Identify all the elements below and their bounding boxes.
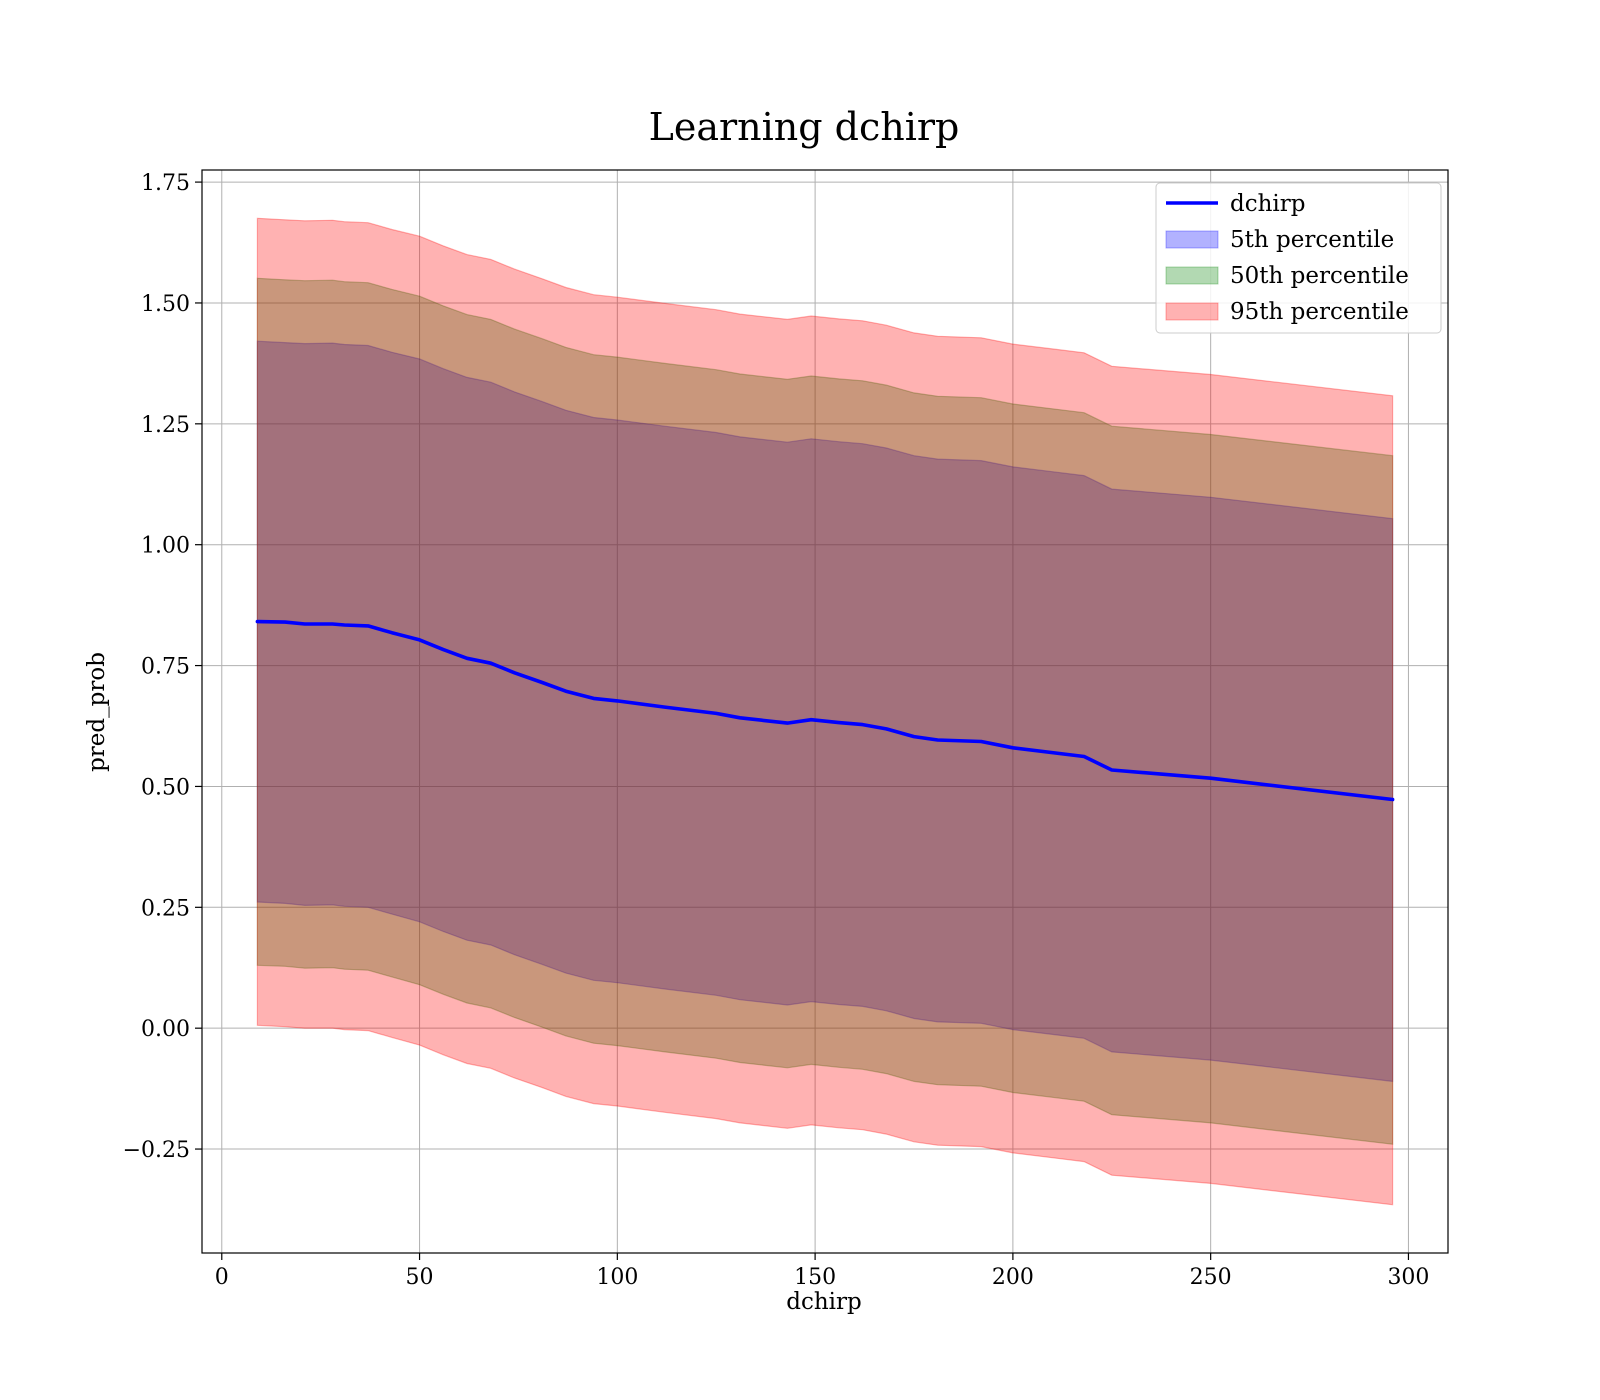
- legend-label: 50th percentile: [1230, 263, 1409, 289]
- band-95th-percentile: [256, 217, 1394, 1206]
- y-tick-label: 0.00: [141, 1017, 190, 1042]
- legend-label: dchirp: [1230, 191, 1306, 217]
- legend-patch-swatch: [1165, 302, 1219, 321]
- x-tick-label: 100: [596, 1265, 638, 1290]
- legend-patch-swatch: [1165, 266, 1219, 285]
- plot-frame: [201, 169, 1449, 1254]
- x-tick-label: 50: [406, 1265, 434, 1290]
- y-tick-label: −0.25: [123, 1138, 190, 1163]
- y-tick-label: 1.50: [141, 292, 190, 317]
- legend-label: 95th percentile: [1230, 299, 1409, 325]
- x-tick-label: 300: [1387, 1265, 1429, 1290]
- x-tick-label: 0: [215, 1265, 229, 1290]
- legend: dchirp 5th percentile 50th percentile 95th …: [1155, 182, 1442, 334]
- y-tick-label: 0.75: [141, 655, 190, 680]
- legend-patch-swatch: [1165, 230, 1219, 249]
- y-axis-label: pred_prob: [84, 652, 110, 772]
- x-axis-ticks: 0 50 100 150 200 250 300: [215, 1253, 1429, 1290]
- legend-box: [1155, 182, 1442, 334]
- chart-title: Learning dchirp: [649, 105, 960, 149]
- y-tick-label: 1.00: [141, 534, 190, 559]
- y-tick-label: 1.25: [141, 413, 190, 438]
- y-tick-label: 0.50: [141, 775, 190, 800]
- y-tick-label: 1.75: [141, 171, 190, 196]
- legend-label: 5th percentile: [1230, 227, 1394, 253]
- percentile-bands: [256, 217, 1394, 1206]
- series-lines: [255, 619, 1395, 802]
- grid: [202, 170, 1448, 1253]
- x-axis-label: dchirp: [786, 1289, 862, 1315]
- y-axis-ticks: −0.25 0.00 0.25 0.50 0.75 1.00 1.25 1.50 1.75: [123, 171, 202, 1163]
- x-tick-label: 150: [794, 1265, 836, 1290]
- y-tick-label: 0.25: [141, 896, 190, 921]
- band-5th-percentile: [256, 340, 1394, 1083]
- line-dchirp: [255, 619, 1395, 802]
- x-tick-label: 250: [1190, 1265, 1232, 1290]
- band-50th-percentile: [256, 277, 1394, 1145]
- x-tick-label: 200: [992, 1265, 1034, 1290]
